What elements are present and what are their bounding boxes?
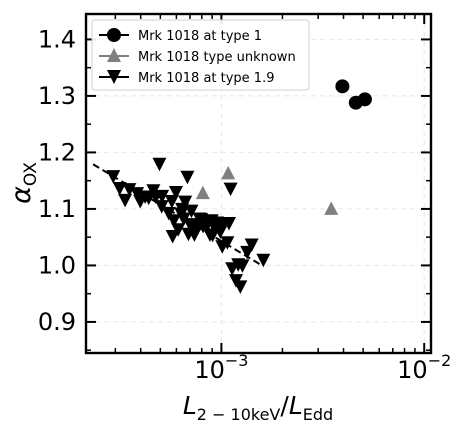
data-points	[106, 79, 372, 294]
x-tick-base: 10	[194, 356, 225, 384]
x-axis-title-l1: L	[183, 391, 197, 420]
data-point-triangle-down	[180, 170, 195, 185]
x-axis-title-slash: /	[280, 391, 289, 420]
data-point-circle	[335, 79, 350, 94]
legend: Mrk 1018 at type 1 Mrk 1018 type unknown…	[91, 19, 310, 91]
x-tick-base: 10	[397, 356, 428, 384]
data-point-triangle-down	[166, 214, 181, 228]
legend-marker-type1	[107, 28, 121, 42]
data-point-triangle-down	[194, 213, 209, 227]
data-point-triangle-down	[220, 236, 235, 250]
data-point-triangle-up	[221, 165, 236, 180]
data-point-triangle-down	[152, 157, 167, 172]
data-point-triangle-down	[235, 259, 250, 273]
y-tick-label: 0.9	[38, 308, 76, 336]
data-point-triangle-down	[171, 223, 186, 237]
y-tick-label: 1.4	[38, 25, 76, 53]
data-point-triangle-down	[256, 253, 271, 268]
data-point-triangle-down	[233, 280, 248, 294]
x-axis-title-sub1: 2 − 10keV	[197, 405, 281, 424]
x-tick-label: 10−2	[397, 351, 451, 384]
y-tick-labels: 0.9 1.0 1.1 1.2 1.3 1.4	[38, 25, 76, 336]
data-point-triangle-down	[130, 187, 145, 201]
x-axis-title-l2: L	[289, 391, 303, 420]
data-point-triangle-down	[106, 170, 121, 184]
legend-label-type1: Mrk 1018 at type 1	[138, 29, 262, 44]
data-point-triangle-down	[154, 200, 169, 214]
y-axis-title: αOX	[6, 162, 41, 204]
y-axis-title-main: α	[6, 186, 37, 204]
x-axis-title: L2 − 10keV/LEdd	[183, 391, 333, 424]
legend-label-type19: Mrk 1018 at type 1.9	[138, 71, 274, 86]
data-point-triangle-down	[168, 185, 183, 200]
y-tick-label: 1.0	[38, 251, 76, 279]
data-point-triangle-down	[118, 193, 133, 208]
data-point-triangle-down	[223, 182, 238, 197]
data-point-triangle-down	[178, 195, 193, 210]
data-point-triangle-down	[165, 230, 180, 244]
data-point-triangle-down	[161, 206, 176, 221]
data-point-triangle-down	[112, 182, 127, 196]
plot-frame	[84, 12, 433, 355]
data-point-triangle-up	[324, 201, 339, 215]
x-axis-title-sub2: Edd	[303, 405, 333, 424]
data-point-triangle-down	[244, 238, 259, 253]
data-point-triangle-down	[187, 228, 202, 242]
y-tick-label: 1.2	[38, 138, 76, 166]
data-point-triangle-down	[184, 204, 199, 219]
data-point-triangle-down	[155, 189, 170, 204]
y-tick-label: 1.1	[38, 195, 76, 223]
x-tick-exponent: −3	[225, 351, 249, 370]
legend-label-unknown: Mrk 1018 type unknown	[138, 50, 296, 65]
x-tick-labels: 10−3 10−2	[194, 351, 451, 384]
data-point-circle	[357, 92, 372, 107]
legend-marker-unknown	[107, 48, 121, 62]
y-tick-label: 1.3	[38, 82, 76, 110]
y-axis-title-sub: OX	[21, 162, 41, 186]
x-tick-exponent: −2	[428, 351, 452, 370]
data-point-triangle-down	[221, 217, 236, 231]
x-tick-label: 10−3	[194, 351, 248, 384]
data-point-triangle-down	[122, 183, 137, 197]
data-point-triangle-up	[195, 185, 210, 200]
legend-box	[91, 19, 310, 91]
legend-marker-type19	[107, 70, 121, 84]
data-point-triangle-down	[164, 195, 179, 209]
data-point-triangle-down	[205, 228, 220, 243]
